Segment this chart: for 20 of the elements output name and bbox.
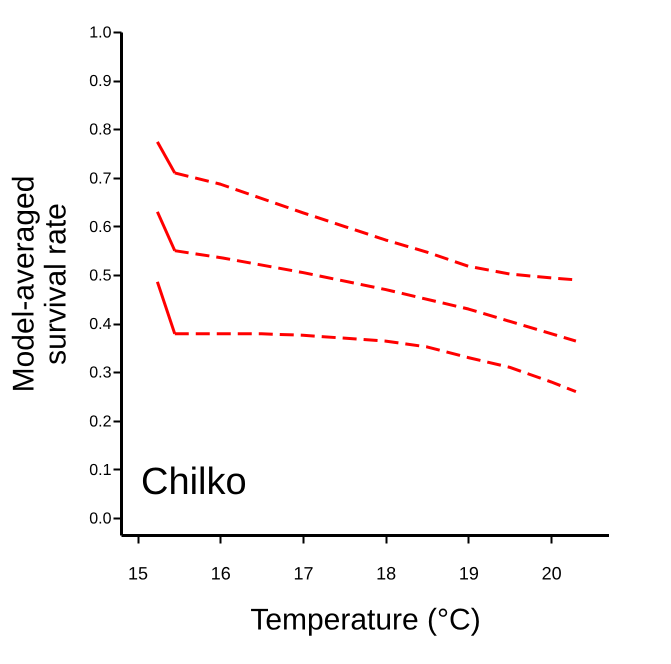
y-tick-label: 0.9 — [89, 73, 112, 90]
y-tick-label: 0.4 — [89, 316, 112, 334]
y-tick-label: 0.8 — [89, 122, 112, 139]
x-tick-label: 18 — [376, 564, 396, 584]
x-tick-label: 16 — [210, 564, 231, 584]
x-tick-label: 15 — [128, 564, 148, 584]
x-axis-title: Temperature (°C) — [250, 604, 481, 636]
y-axis-title: Model-averaged survival rate — [7, 176, 72, 392]
x-tick-label: 19 — [458, 564, 479, 584]
y-tick-label: 0.5 — [89, 267, 112, 284]
y-tick-label: 1.0 — [89, 24, 112, 42]
x-tick-label: 17 — [293, 564, 314, 584]
x-tick-label: 20 — [542, 564, 562, 584]
y-tick-label: 0.6 — [89, 218, 112, 236]
y-tick-label: 0.0 — [89, 510, 112, 528]
y-tick-label: 0.1 — [89, 462, 112, 479]
y-tick-label: 0.7 — [89, 170, 112, 188]
y-tick-label: 0.2 — [89, 413, 112, 430]
y-tick-label: 0.3 — [89, 364, 112, 382]
annotation: Chilko — [141, 461, 247, 503]
